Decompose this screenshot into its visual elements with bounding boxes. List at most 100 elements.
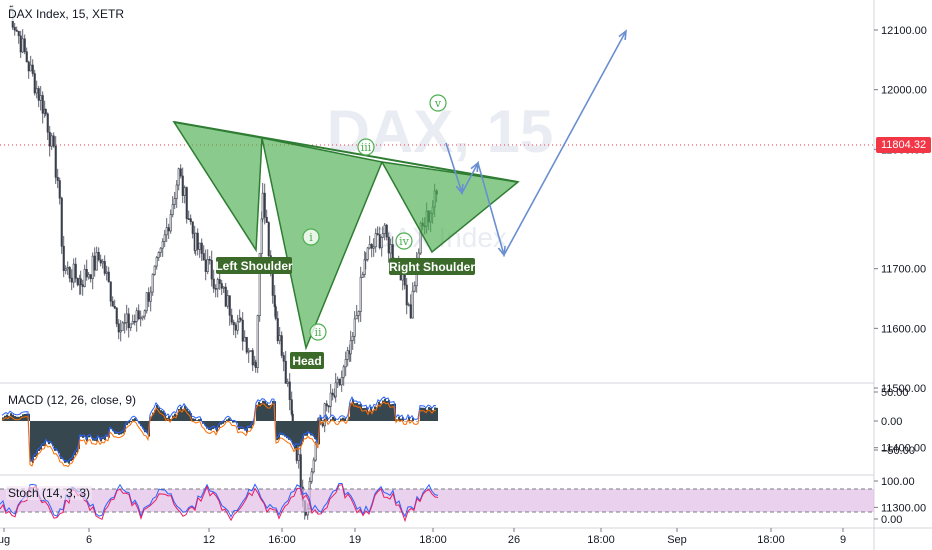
- time-tick-label: 26: [508, 534, 520, 546]
- candle-body: [15, 29, 18, 32]
- macd-histogram-bar: [246, 421, 248, 433]
- macd-histogram-bar: [234, 421, 236, 423]
- macd-histogram-bar: [90, 421, 92, 437]
- candle-body: [62, 245, 65, 271]
- macd-histogram-bar: [310, 421, 312, 436]
- macd-histogram-bar: [330, 419, 332, 421]
- candle-body: [127, 313, 130, 329]
- candle-body: [109, 281, 112, 302]
- wave-circle: [309, 323, 327, 341]
- stoch-title[interactable]: Stoch (14, 3, 3): [6, 486, 93, 500]
- macd-histogram-bar: [290, 421, 292, 441]
- candle-body: [297, 454, 300, 461]
- macd-histogram-bar: [368, 411, 370, 421]
- macd-histogram-bar: [204, 421, 206, 426]
- macd-histogram-bar: [228, 418, 230, 421]
- candle-body: [196, 232, 199, 250]
- stoch-tick-label: 100.00: [881, 476, 915, 488]
- candle-body: [161, 241, 164, 249]
- wave-circle: [429, 94, 447, 112]
- macd-histogram-bar: [236, 421, 238, 424]
- candle-body: [131, 320, 134, 325]
- macd-histogram-bar: [354, 403, 356, 421]
- candle-body: [361, 274, 364, 278]
- candle-body: [105, 271, 108, 274]
- candle-body: [52, 135, 55, 147]
- macd-histogram-bar: [116, 421, 118, 434]
- candle-body: [359, 276, 362, 312]
- macd-histogram-bar: [26, 413, 28, 421]
- macd-histogram-bar: [372, 410, 374, 421]
- candle-body: [145, 292, 148, 312]
- neckline: [173, 121, 519, 183]
- candle-body: [19, 35, 22, 53]
- candle-body: [103, 261, 106, 274]
- macd-histogram-bar: [114, 421, 116, 434]
- arrow-head: [618, 29, 627, 41]
- candle-body: [357, 311, 360, 316]
- candle-body: [380, 237, 383, 249]
- candle-body: [389, 244, 392, 254]
- candle-body: [234, 324, 237, 331]
- macd-histogram-bar: [272, 400, 274, 421]
- candle-body: [72, 263, 75, 283]
- candle-body: [87, 274, 90, 278]
- macd-histogram-bar: [350, 403, 352, 421]
- candle-body: [299, 454, 302, 488]
- macd-histogram-bar: [80, 421, 82, 437]
- macd-histogram-bar: [8, 415, 10, 421]
- macd-histogram-bar: [370, 407, 372, 421]
- right-shoulder-label: Right Shoulder: [389, 260, 475, 274]
- candle-body: [249, 350, 252, 352]
- macd-signal-line: [1, 400, 437, 468]
- macd-histogram-bar: [206, 421, 208, 429]
- macd-histogram-bar: [334, 418, 336, 421]
- stoch-pane: 100.00 0.00: [0, 476, 915, 526]
- candle-body: [157, 252, 160, 258]
- macd-histogram-bar: [226, 419, 228, 421]
- macd-histogram-bar: [352, 399, 354, 421]
- chart-title[interactable]: DAX Index, 15, XETR: [6, 7, 127, 21]
- candle-body: [113, 305, 116, 309]
- macd-histogram-bar: [436, 407, 438, 421]
- macd-histogram-bar: [128, 421, 130, 424]
- macd-histogram-bar: [40, 421, 42, 450]
- macd-histogram-bar: [104, 421, 106, 441]
- candle-body: [241, 319, 244, 342]
- macd-histogram-bar: [208, 421, 210, 430]
- macd-title[interactable]: MACD (12, 26, close, 9): [6, 393, 139, 407]
- candle-body: [346, 350, 349, 360]
- macd-histogram-bar: [306, 421, 308, 436]
- candle-body: [187, 218, 190, 220]
- macd-histogram-bar: [230, 419, 232, 421]
- candle-body: [282, 355, 285, 362]
- macd-histogram-bar: [76, 421, 78, 453]
- macd-histogram-bar: [280, 421, 282, 435]
- candle-body: [79, 278, 82, 285]
- candle-body: [273, 295, 276, 308]
- candle-body: [224, 286, 227, 307]
- macd-histogram-bar: [32, 421, 34, 463]
- macd-histogram-bar: [286, 421, 288, 439]
- macd-histogram-bar: [262, 400, 264, 421]
- macd-histogram-bar: [224, 421, 226, 423]
- candle-body: [173, 198, 176, 205]
- macd-histogram-bar: [348, 416, 350, 421]
- left-shoulder-shape: [172, 120, 263, 253]
- projection-path: [445, 29, 627, 258]
- macd-histogram-bar: [400, 418, 402, 421]
- macd-histogram-bar: [282, 421, 284, 436]
- time-tick-label: ug: [0, 534, 10, 546]
- macd-histogram-bar: [38, 421, 40, 452]
- macd-histogram-bar: [304, 421, 306, 436]
- candle-body: [376, 233, 379, 235]
- macd-histogram-bar: [190, 413, 192, 421]
- macd-histogram-bar: [424, 408, 426, 421]
- macd-histogram-bar: [50, 421, 52, 444]
- macd-histogram-bar: [386, 400, 388, 421]
- macd-histogram-bar: [110, 421, 112, 430]
- price-tick-label: 11500.00: [881, 383, 926, 395]
- macd-histogram-bar: [380, 403, 382, 421]
